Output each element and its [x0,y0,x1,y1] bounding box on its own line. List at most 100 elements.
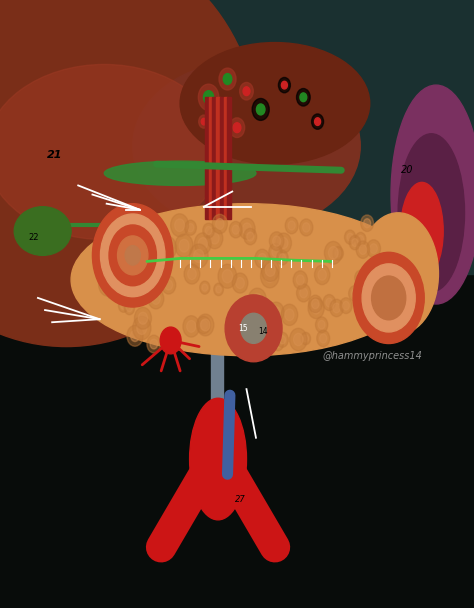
Circle shape [232,225,239,234]
Circle shape [290,328,307,351]
Circle shape [121,219,130,230]
Circle shape [269,232,284,250]
Circle shape [187,224,194,232]
Circle shape [333,247,344,260]
Circle shape [272,247,279,257]
Circle shape [163,241,173,254]
Circle shape [326,298,333,307]
Circle shape [273,236,281,246]
Bar [209,97,212,219]
Circle shape [356,241,370,258]
Circle shape [340,298,352,314]
Circle shape [282,81,287,89]
Circle shape [106,244,113,254]
Circle shape [112,270,121,282]
Text: 14: 14 [258,327,268,336]
Ellipse shape [0,0,259,347]
Circle shape [252,294,262,306]
Circle shape [92,204,173,307]
Circle shape [184,264,200,284]
Circle shape [262,331,276,348]
Circle shape [300,93,307,102]
Circle shape [212,214,228,233]
Ellipse shape [241,313,266,344]
Circle shape [349,286,361,302]
Circle shape [301,333,310,345]
Circle shape [148,289,164,309]
Circle shape [239,218,255,240]
Circle shape [374,311,379,319]
Circle shape [367,240,381,257]
Circle shape [227,330,240,348]
Circle shape [361,299,370,309]
Text: 27: 27 [235,494,246,503]
Text: 20: 20 [401,165,413,175]
Circle shape [296,275,304,285]
Circle shape [135,307,151,329]
Circle shape [133,316,151,340]
Circle shape [229,221,242,238]
Circle shape [244,229,257,245]
Circle shape [256,104,265,115]
Circle shape [127,305,132,312]
Circle shape [345,230,356,244]
Circle shape [146,216,159,232]
Ellipse shape [0,64,223,240]
Ellipse shape [14,207,71,255]
Circle shape [265,334,273,344]
Circle shape [258,254,266,264]
Circle shape [137,322,147,334]
Circle shape [193,249,204,263]
Circle shape [175,219,184,232]
Circle shape [264,269,275,283]
Bar [228,97,231,219]
Circle shape [214,283,223,295]
Circle shape [252,98,269,120]
Circle shape [279,254,285,261]
Circle shape [311,114,324,130]
Circle shape [356,232,366,246]
Circle shape [362,264,415,332]
Bar [216,97,220,219]
Circle shape [259,302,266,310]
Bar [224,97,228,219]
Circle shape [194,233,211,254]
Circle shape [269,243,282,261]
Circle shape [333,303,340,313]
Circle shape [222,270,233,283]
Circle shape [276,233,292,253]
Circle shape [201,119,206,125]
Ellipse shape [71,204,422,356]
Circle shape [315,265,330,285]
Circle shape [109,265,125,286]
Circle shape [370,244,377,254]
Circle shape [317,330,330,347]
Circle shape [293,333,303,346]
Circle shape [261,258,279,282]
Circle shape [160,327,181,354]
Circle shape [205,226,212,235]
Circle shape [257,299,268,313]
Ellipse shape [401,182,443,280]
Circle shape [372,276,406,320]
Circle shape [303,335,309,342]
Circle shape [171,214,189,237]
Circle shape [285,309,294,320]
Ellipse shape [358,213,438,334]
Circle shape [207,228,223,249]
Ellipse shape [104,161,256,185]
Circle shape [312,303,320,314]
Circle shape [216,286,221,293]
Circle shape [127,325,143,346]
Circle shape [279,238,288,249]
Circle shape [165,280,173,290]
Circle shape [265,264,275,277]
Circle shape [233,123,241,133]
Circle shape [183,316,200,337]
Circle shape [167,334,177,346]
Circle shape [210,232,219,244]
Circle shape [150,339,158,349]
Circle shape [187,320,196,333]
Circle shape [124,302,135,315]
Bar [205,97,209,219]
